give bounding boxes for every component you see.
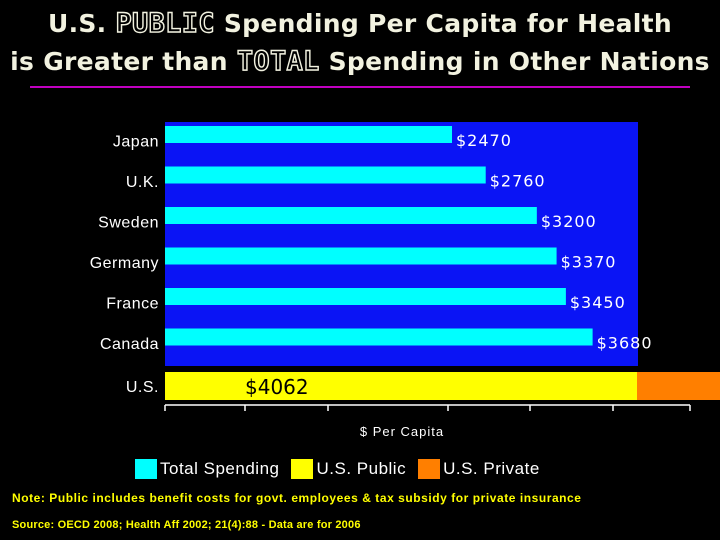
category-label-u-k: U.K. bbox=[126, 174, 159, 191]
value-label-us-public: $4062 bbox=[245, 375, 309, 399]
legend-item-us-public: U.S. Public bbox=[291, 459, 406, 479]
bar-total-sweden bbox=[165, 207, 537, 224]
legend-swatch-total bbox=[135, 459, 157, 479]
title-emphasis-public: PUBLIC bbox=[115, 7, 215, 39]
title-emphasis-total: TOTAL bbox=[236, 45, 320, 77]
value-label-japan: $2470 bbox=[456, 131, 512, 150]
category-label-sweden: Sweden bbox=[98, 215, 159, 232]
title-line2-post: Spending in Other Nations bbox=[319, 47, 710, 76]
source-citation: Source: OECD 2008; Health Aff 2002; 21(4… bbox=[12, 519, 361, 531]
plot-area bbox=[165, 122, 638, 366]
bar-total-canada bbox=[165, 328, 593, 346]
value-label-canada: $3680 bbox=[597, 334, 653, 353]
bar-total-u-k bbox=[165, 166, 486, 184]
bar-total-france bbox=[165, 288, 566, 305]
footnote: Note: Public includes benefit costs for … bbox=[12, 491, 582, 505]
legend-swatch-us-private bbox=[418, 459, 441, 479]
legend-item-us-private: U.S. Private bbox=[418, 459, 540, 479]
bar-chart: Japan $2470 U.K. $2760 Sweden $3200 Germany $33… bbox=[90, 122, 720, 439]
chart-legend: Total Spending U.S. Public U.S. Private bbox=[135, 457, 552, 481]
legend-label-us-private: U.S. Private bbox=[443, 459, 540, 478]
legend-item-total: Total Spending bbox=[135, 459, 279, 479]
title-line2-pre: is Greater than bbox=[10, 47, 237, 76]
bar-us-public bbox=[165, 372, 637, 400]
value-label-germany: $3370 bbox=[561, 253, 617, 272]
bar-total-japan bbox=[165, 126, 453, 143]
title-line1-pre: U.S. bbox=[47, 9, 116, 38]
legend-label-us-public: U.S. Public bbox=[316, 459, 407, 478]
value-label-france: $3450 bbox=[570, 293, 626, 312]
value-label-sweden: $3200 bbox=[541, 212, 597, 231]
bar-total-germany bbox=[165, 247, 557, 265]
category-label-france: France bbox=[106, 296, 159, 313]
chart-title-line-1: U.S. PUBLIC Spending Per Capita for Heal… bbox=[0, 7, 720, 39]
category-label-japan: Japan bbox=[113, 134, 159, 151]
legend-label-total: Total Spending bbox=[160, 459, 280, 478]
value-label-u-k: $2760 bbox=[490, 172, 546, 191]
title-divider bbox=[30, 86, 690, 88]
bar-us-private bbox=[637, 372, 720, 400]
title-line1-post: Spending Per Capita for Health bbox=[214, 9, 673, 38]
x-axis-label: $ Per Capita bbox=[360, 424, 444, 439]
category-label-u-s: U.S. bbox=[126, 379, 159, 396]
chart-title-line-2: is Greater than TOTAL Spending in Other … bbox=[0, 45, 720, 77]
legend-swatch-us-public bbox=[291, 459, 314, 479]
category-label-canada: Canada bbox=[100, 336, 159, 353]
category-label-germany: Germany bbox=[90, 255, 159, 272]
